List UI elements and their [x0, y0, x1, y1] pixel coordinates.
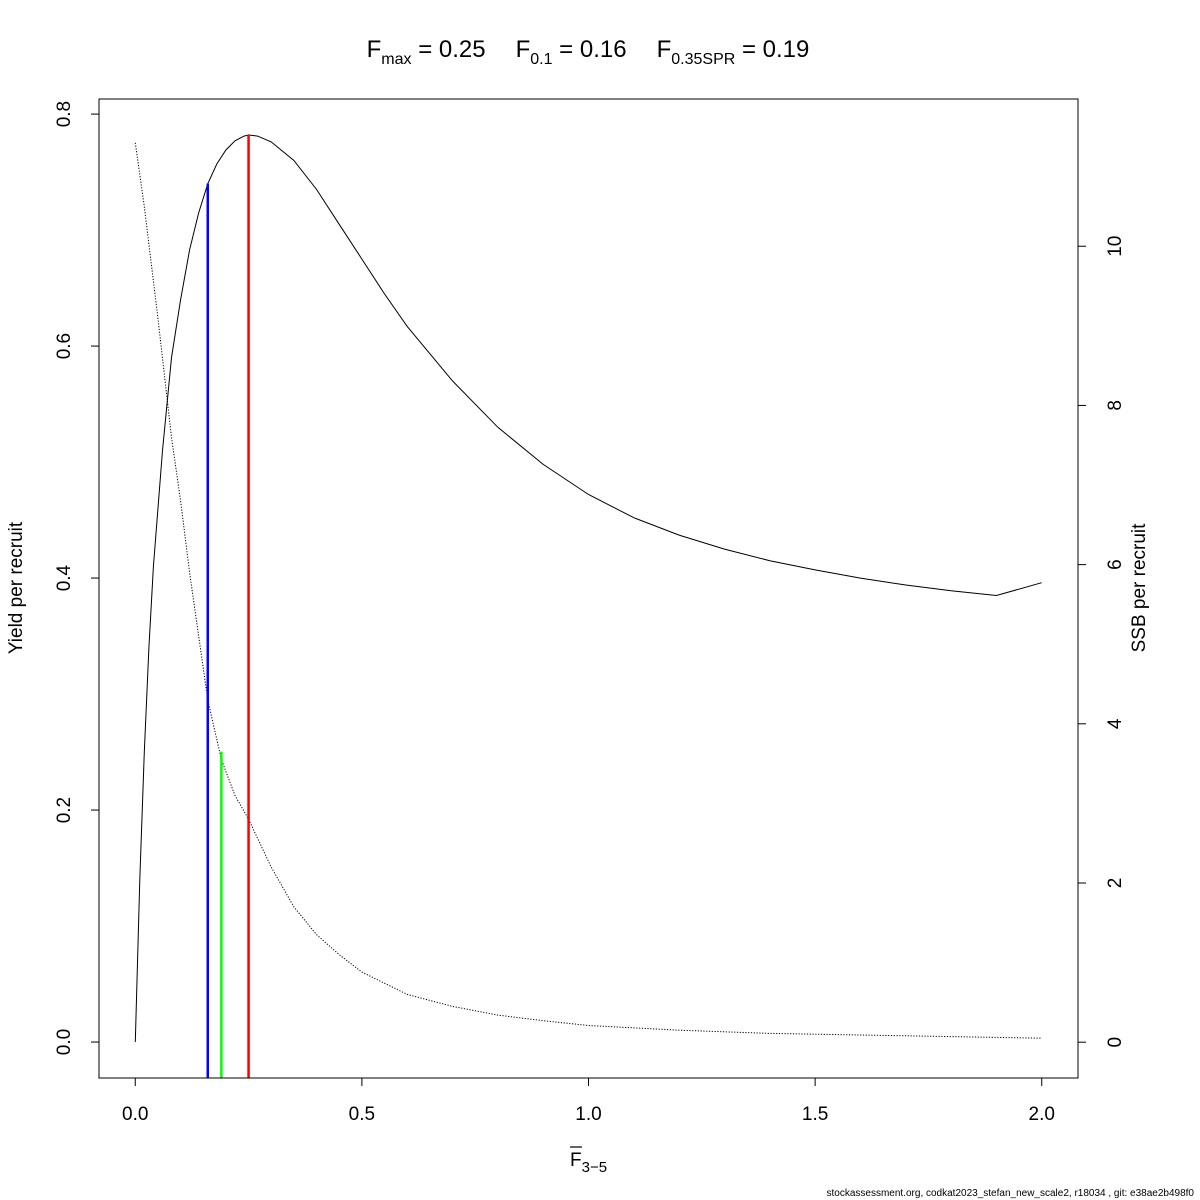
- y-left-tick-label: 0.4: [54, 564, 75, 591]
- series-layer: [134, 134, 1042, 1043]
- title-subscript: 0.35SPR: [671, 51, 735, 68]
- y-left-tick-label: 0.0: [54, 1029, 75, 1055]
- chart-title: Fmax = 0.25 F0.1 = 0.16 F0.35SPR = 0.19: [367, 36, 810, 68]
- title-subscript: max: [381, 51, 411, 68]
- x-tick-label: 2.0: [1029, 1104, 1055, 1125]
- y-left-tick-label: 0.6: [54, 333, 75, 359]
- y-right-tick-label: 2: [1105, 878, 1126, 889]
- y-axis-left-label: Yield per recruit: [6, 521, 27, 654]
- title-value: = 0.25: [412, 36, 486, 63]
- title-symbol: F: [367, 36, 382, 63]
- y-right-tick-label: 4: [1105, 718, 1126, 729]
- reference-lines: [206, 134, 250, 1078]
- x-axis: 0.0 0.5 1.0 1.5 2.0: [122, 1077, 1055, 1125]
- y-right-tick-label: 0: [1105, 1037, 1126, 1048]
- x-label-subscript: 3−5: [582, 1159, 607, 1176]
- footer-source-note: stockassessment.org, codkat2023_stefan_n…: [827, 1188, 1195, 1199]
- y-left-tick-label: 0.2: [54, 797, 75, 823]
- y-axis-right: 0 2 4 6 8 10: [1077, 236, 1126, 1048]
- y-right-tick-label: 8: [1105, 400, 1126, 411]
- x-tick-label: 0.0: [122, 1104, 148, 1125]
- y-right-tick-label: 10: [1105, 236, 1126, 257]
- ssb-per-recruit-line: [134, 142, 1042, 1039]
- y-left-tick-label: 0.8: [54, 101, 75, 127]
- x-tick-label: 1.5: [802, 1104, 828, 1125]
- x-tick-label: 1.0: [575, 1104, 601, 1125]
- y-right-tick-label: 6: [1105, 559, 1126, 570]
- title-subscript: 0.1: [530, 51, 552, 68]
- title-symbol: F: [657, 36, 672, 63]
- x-axis-label-text: F3−5: [570, 1150, 607, 1176]
- yield-per-recruit-line: [134, 134, 1042, 1043]
- y-axis-left: 0.0 0.2 0.4 0.6 0.8: [54, 101, 100, 1055]
- x-tick-label: 0.5: [349, 1104, 375, 1125]
- title-text: Fmax = 0.25 F0.1 = 0.16 F0.35SPR = 0.19: [367, 36, 810, 68]
- x-axis-label: F3−5: [570, 1146, 607, 1176]
- title-symbol: F: [516, 36, 531, 63]
- title-value: = 0.19: [735, 36, 809, 63]
- title-value: = 0.16: [553, 36, 627, 63]
- y-axis-right-label: SSB per recruit: [1129, 523, 1150, 653]
- x-label-symbol: F: [570, 1150, 582, 1171]
